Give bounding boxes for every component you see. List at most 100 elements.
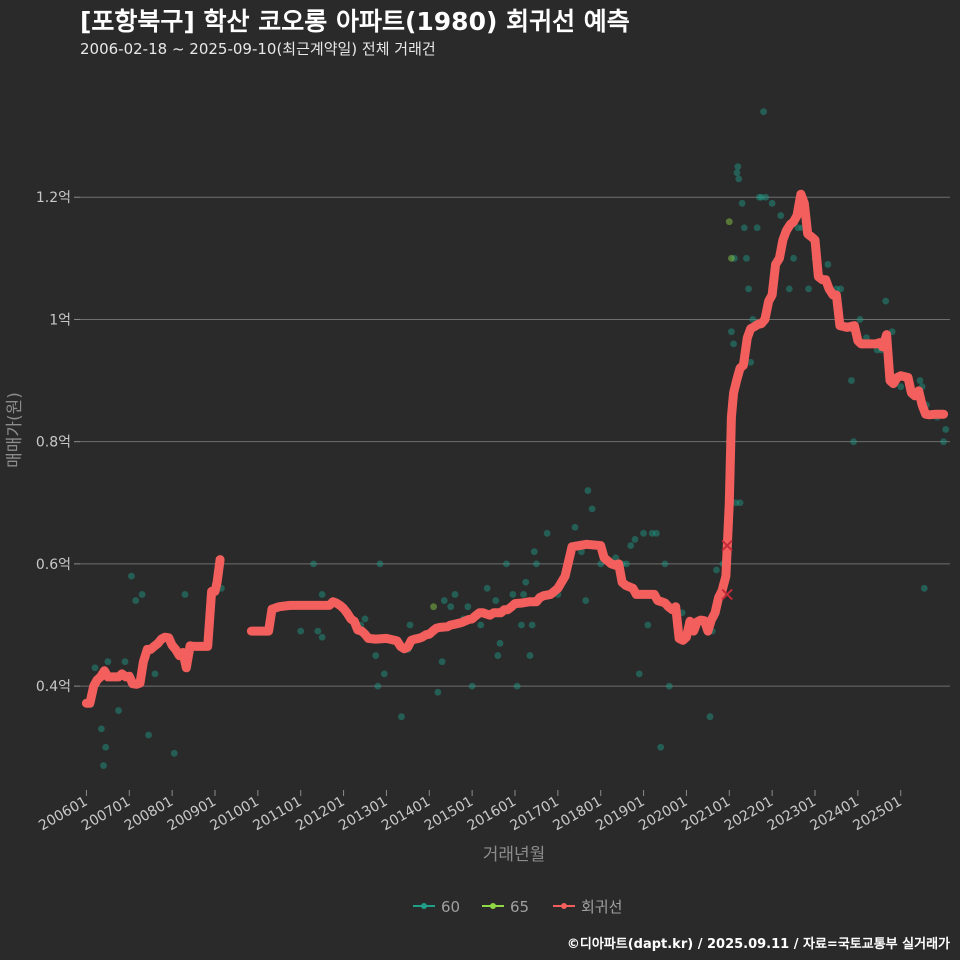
y-tick-label-1: 0.6억 — [36, 557, 71, 573]
point-60-24 — [372, 652, 380, 659]
point-60-37 — [464, 603, 472, 611]
x-tick-label-1: 200701 — [79, 794, 133, 835]
point-60-130 — [940, 438, 947, 446]
line-layer — [81, 189, 949, 708]
point-60-14 — [181, 591, 189, 598]
point-60-86 — [731, 254, 738, 262]
point-60-131 — [942, 426, 950, 433]
x-tick-label-17: 202301 — [765, 794, 819, 835]
y-tick-layer: 0.4억 0.6억 0.8억 1억 1.2억 — [36, 190, 80, 695]
point-60-94 — [743, 254, 750, 262]
x-tick-label-15: 202101 — [679, 794, 733, 835]
point-60-87 — [732, 499, 740, 507]
point-60-42 — [494, 652, 502, 659]
point-60-111 — [824, 261, 832, 268]
legend-item-1: 65 — [482, 898, 529, 916]
point-60-46 — [513, 682, 521, 690]
point-60-54 — [543, 529, 551, 537]
legend-item-2: 회귀선 — [553, 898, 622, 916]
x-tick-label-3: 200901 — [165, 794, 219, 835]
point-60-51 — [528, 621, 536, 629]
point-65-1 — [725, 218, 733, 226]
outlier-stroke-b-0 — [721, 539, 733, 552]
legend-swatch-dot-2 — [561, 903, 567, 909]
x-tick-label-11: 201701 — [508, 794, 562, 835]
y-axis-title: 매매가(원) — [5, 392, 25, 468]
point-60-10 — [138, 591, 146, 598]
legend-label-1: 65 — [510, 898, 529, 916]
point-60-90 — [735, 175, 743, 183]
point-60-114 — [848, 377, 855, 384]
point-60-61 — [588, 505, 596, 513]
x-tick-label-9: 201501 — [422, 794, 476, 835]
point-60-34 — [447, 603, 455, 611]
y-tick-label-0: 0.4억 — [36, 679, 71, 695]
y-tick-label-4: 1.2억 — [36, 190, 71, 206]
point-60-20 — [318, 591, 326, 598]
point-60-99 — [755, 193, 763, 201]
point-60-47 — [518, 621, 525, 629]
point-60-12 — [151, 670, 159, 678]
point-60-102 — [762, 193, 770, 201]
x-tick-label-14: 202001 — [636, 794, 690, 835]
point-60-85 — [730, 340, 737, 348]
point-60-93 — [740, 224, 748, 232]
chart-title: [포항북구] 학산 코오롱 아파트(1980) 회귀선 예측 — [80, 7, 630, 36]
point-60-28 — [398, 713, 405, 721]
y-tick-label-3: 1억 — [49, 312, 71, 328]
point-60-8 — [128, 572, 135, 580]
y-tick-label-2: 0.8억 — [36, 435, 71, 451]
x-tick-label-4: 201001 — [208, 794, 262, 835]
point-60-11 — [145, 731, 152, 739]
point-60-80 — [713, 566, 720, 574]
outlier-marker-0 — [721, 539, 733, 552]
point-60-88 — [733, 169, 741, 177]
point-60-116 — [856, 316, 864, 323]
point-60-64 — [612, 554, 620, 562]
point-60-27 — [380, 670, 388, 678]
point-60-115 — [850, 438, 857, 446]
point-60-97 — [749, 316, 757, 323]
point-60-103 — [768, 199, 776, 207]
point-60-7 — [121, 658, 129, 666]
point-60-6 — [115, 707, 122, 714]
point-60-48 — [520, 591, 527, 598]
point-60-18 — [314, 627, 322, 635]
point-60-66 — [623, 560, 630, 568]
point-60-41 — [492, 597, 500, 604]
x-tick-label-8: 201401 — [379, 794, 433, 835]
point-60-101 — [760, 108, 767, 116]
x-tick-label-18: 202401 — [808, 794, 862, 835]
point-60-89 — [734, 163, 742, 171]
point-60-17 — [310, 560, 317, 568]
point-60-59 — [582, 597, 590, 604]
point-60-23 — [361, 615, 369, 623]
point-60-107 — [794, 224, 802, 232]
legend-swatch-dot-1 — [490, 903, 496, 909]
point-60-4 — [102, 743, 110, 751]
point-60-75 — [661, 560, 669, 568]
point-60-33 — [440, 597, 448, 604]
point-65-3 — [728, 254, 735, 262]
legend-label-2: 회귀선 — [581, 898, 622, 916]
x-tick-layer: 2006012007012008012009012010012011012012… — [36, 790, 905, 834]
point-60-45 — [509, 591, 517, 598]
point-60-16 — [297, 627, 305, 635]
point-60-32 — [438, 658, 446, 666]
point-60-123 — [897, 383, 905, 391]
x-tick-label-19: 202501 — [850, 794, 904, 835]
legend-swatch-dot-0 — [421, 903, 427, 909]
x-tick-label-7: 201301 — [336, 794, 390, 835]
chart-subtitle: 2006-02-18 ~ 2025-09-10(최근계약일) 전체 거래건 — [80, 40, 436, 58]
point-60-44 — [503, 560, 510, 568]
point-60-19 — [318, 633, 326, 641]
point-60-68 — [631, 536, 639, 543]
point-60-71 — [644, 621, 652, 629]
x-tick-label-2: 200801 — [122, 794, 176, 835]
x-tick-label-6: 201201 — [293, 794, 347, 835]
x-tick-label-12: 201801 — [550, 794, 604, 835]
point-60-100 — [758, 193, 765, 201]
point-60-38 — [468, 682, 476, 690]
